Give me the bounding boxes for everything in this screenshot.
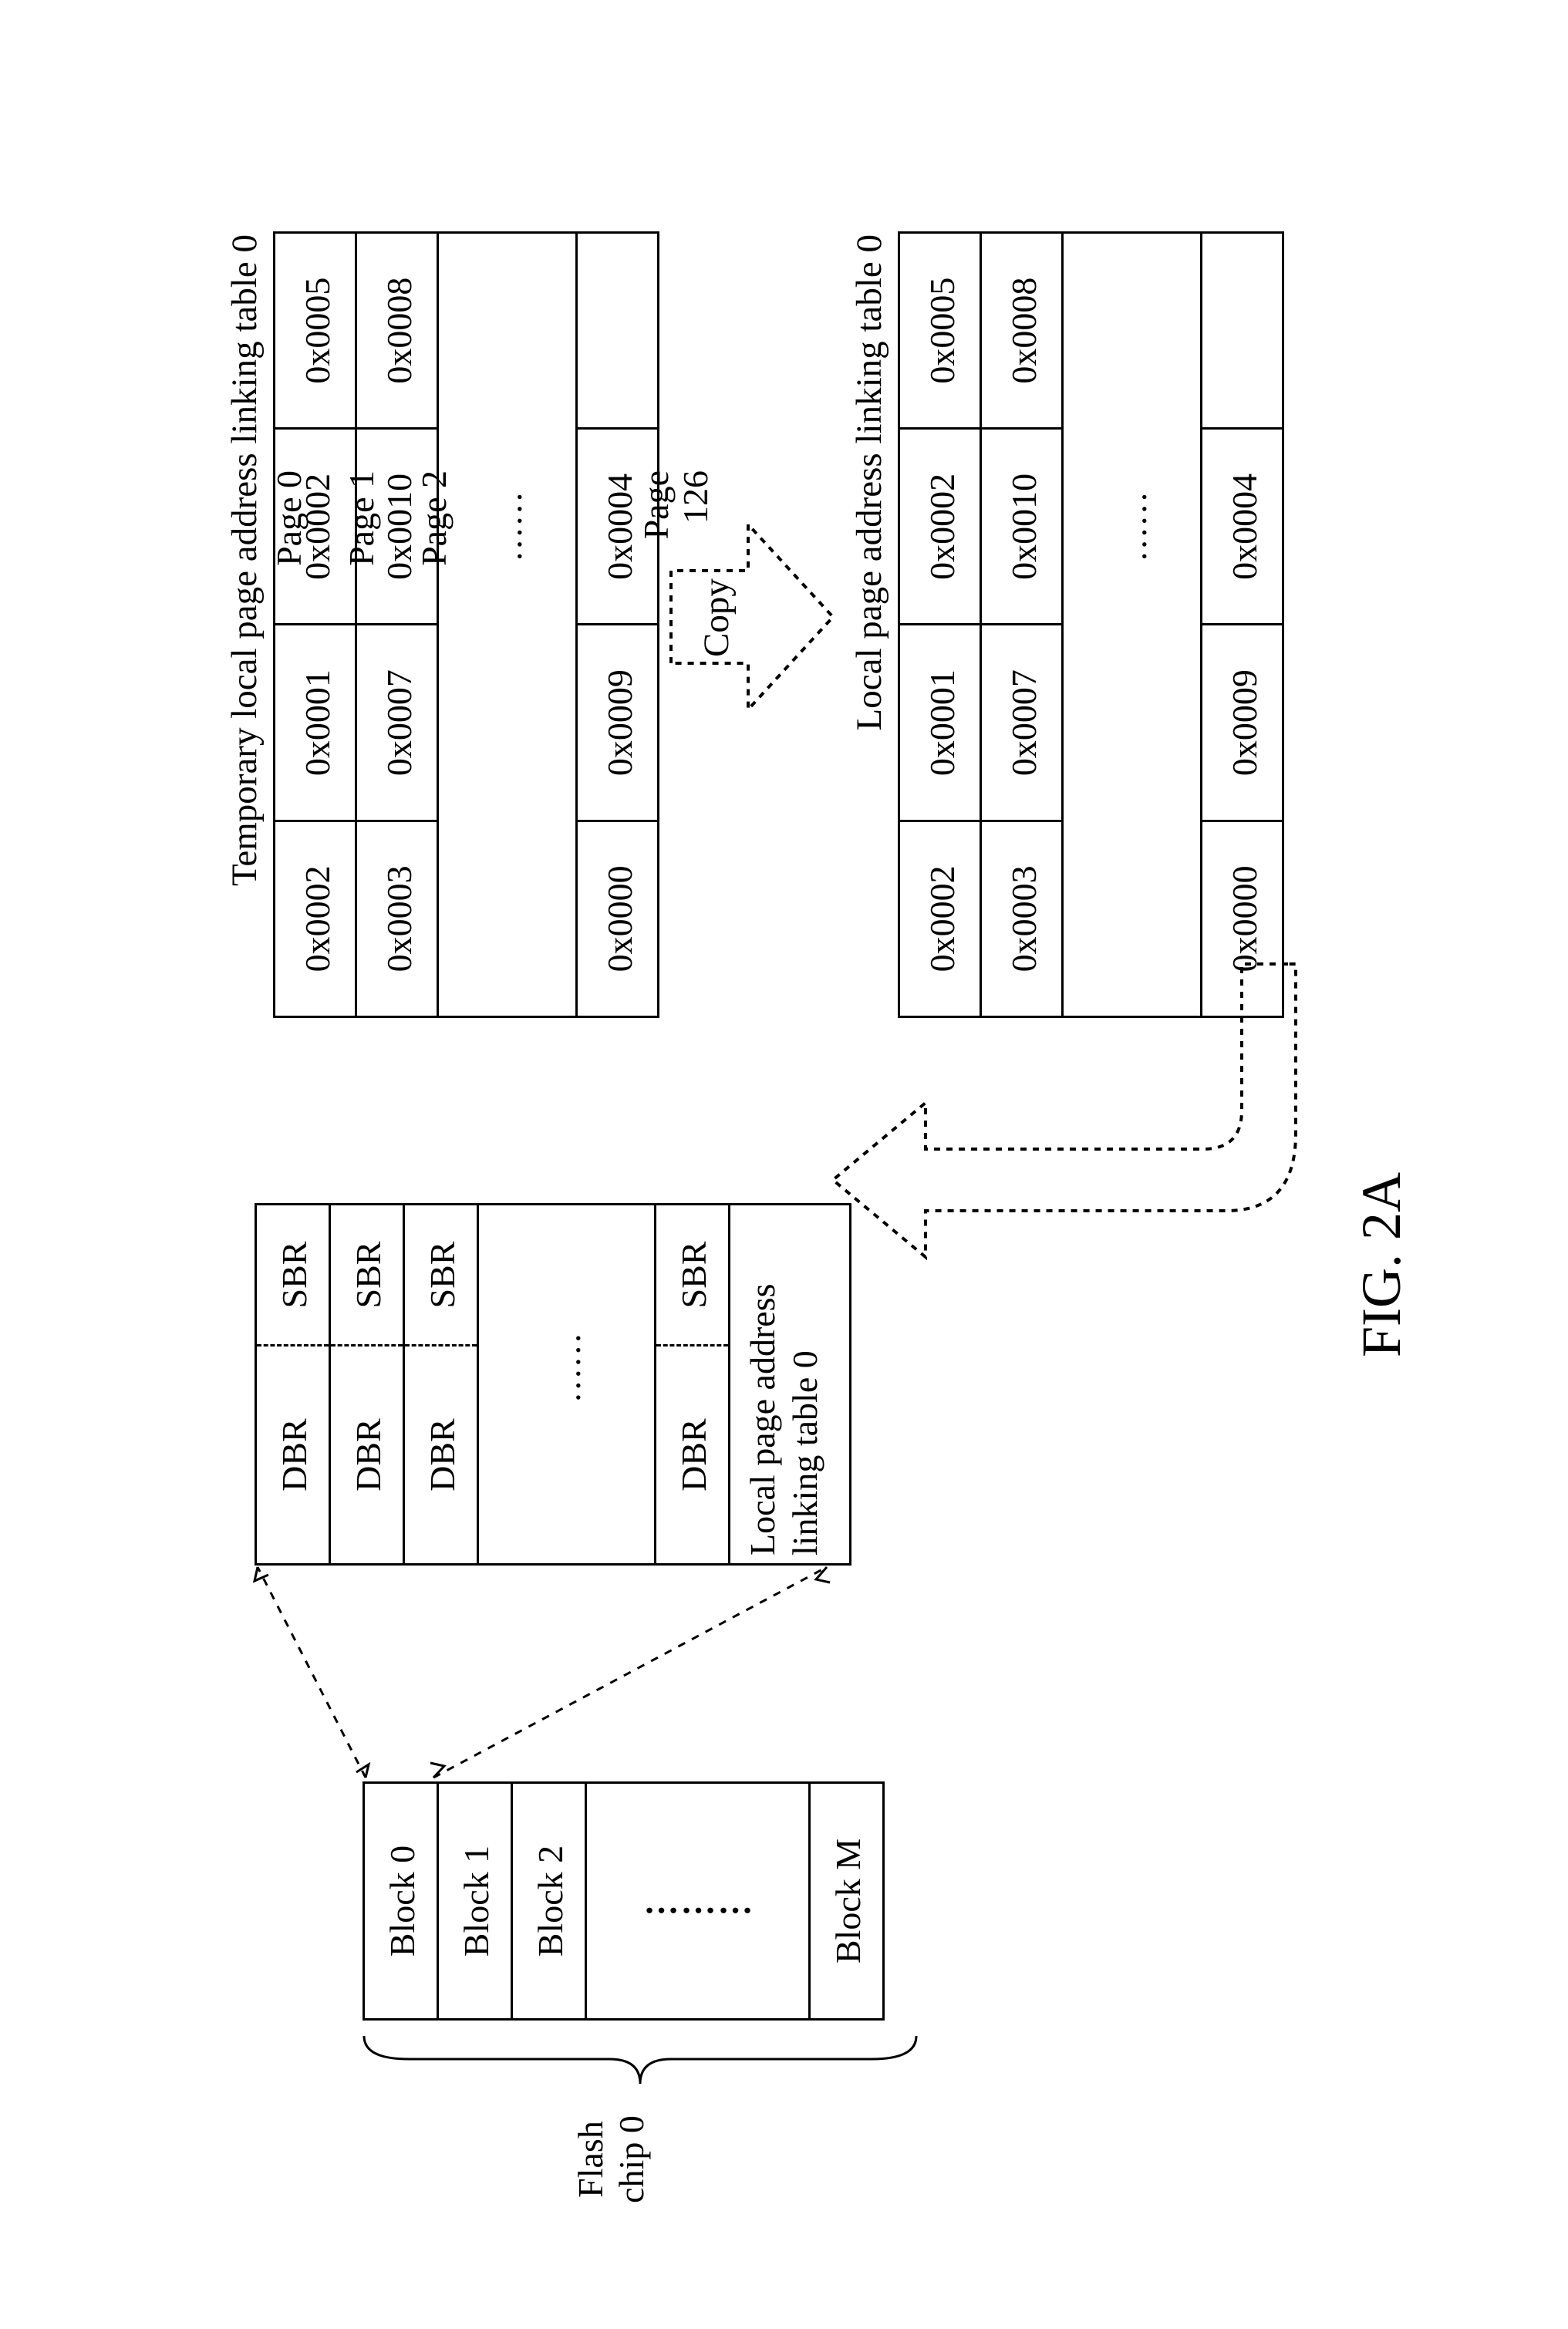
addr-table: 0x0002 0x0001 0x0002 0x0005 0x0003 0x000… [898, 231, 1284, 1018]
ellipsis-cell [438, 233, 577, 429]
figure-caption: FIG. 2A [1350, 1172, 1414, 1357]
flash-chip-block-table: Block 0 Block 1 Block 2 ……… Block M [362, 1781, 885, 2021]
table-row-ellipsis: …… [1063, 233, 1202, 1017]
addr-cell: 0x0008 [356, 233, 438, 429]
block-label: Block 2 [531, 1845, 570, 1957]
block-row: Block 2 [513, 1784, 587, 2018]
addr-cell: 0x0008 [981, 233, 1063, 429]
dbr-cell: DBR [405, 1344, 477, 1563]
flash-chip-label: Flash chip 0 [571, 2098, 652, 2221]
copy-label: Copy [696, 578, 737, 657]
addr-cell: 0x0003 [356, 821, 438, 1016]
flash-chip-brace [362, 2028, 918, 2090]
addr-cell: 0x0004 [1202, 429, 1283, 625]
ellipsis-cell [438, 821, 577, 1016]
sbr-cell: SBR [405, 1205, 477, 1344]
copy-arrow: Copy [663, 509, 841, 725]
page-row: DBR SBR [405, 1205, 479, 1563]
addr-cell: 0x0001 [275, 625, 356, 821]
ellipsis-cell [1063, 625, 1202, 821]
page-table: DBR SBR DBR SBR DBR SBR …… [255, 1203, 851, 1566]
addr-cell: 0x0001 [899, 625, 981, 821]
final-text: Local page address linking table 0 [741, 1283, 826, 1555]
addr-cell: 0x0007 [981, 625, 1063, 821]
block-label: Block 0 [383, 1845, 422, 1957]
addr-cell: 0x0002 [275, 429, 356, 625]
final-line: linking table 0 [785, 1350, 824, 1555]
addr-table: 0x0002 0x0001 0x0002 0x0005 0x0003 0x000… [273, 231, 659, 1018]
addr-cell: 0x0004 [577, 429, 659, 625]
table-row: 0x0002 0x0001 0x0002 0x0005 [899, 233, 981, 1017]
block-row: Block 1 [439, 1784, 513, 2018]
table-row-ellipsis: …… [438, 233, 577, 1017]
addr-cell: 0x0007 [356, 625, 438, 821]
table-row: 0x0002 0x0001 0x0002 0x0005 [275, 233, 356, 1017]
block-row: Block 0 [365, 1784, 439, 2018]
final-line: Local page address [743, 1283, 782, 1555]
ellipsis-cell: …… [438, 429, 577, 625]
figure-canvas: Flash chip 0 Block 0 Block 1 Block 2 ……… [46, 46, 1512, 2283]
table-row: 0x0000 0x0009 0x0004 [577, 233, 659, 1017]
block-label: Block 1 [457, 1845, 496, 1957]
pages-table: DBR SBR DBR SBR DBR SBR …… [255, 1203, 851, 1566]
addr-cell [1202, 233, 1283, 429]
addr-cell: 0x0005 [899, 233, 981, 429]
block-row-ellipsis: ……… [587, 1784, 811, 2018]
block-row: Block M [811, 1784, 882, 2018]
ellipsis: ……… [644, 1881, 755, 1922]
page-row: DBR SBR [331, 1205, 405, 1563]
rotated-diagram: Flash chip 0 Block 0 Block 1 Block 2 ……… [93, 93, 1496, 2221]
table-row: 0x0003 0x0007 0x0010 0x0008 [356, 233, 438, 1017]
dbr-cell: DBR [257, 1344, 329, 1563]
temp-table-title: Temporary local page address linking tab… [224, 231, 265, 1018]
ellipsis-cell: …… [1063, 429, 1202, 625]
ellipsis-cell [1063, 233, 1202, 429]
dbr-cell: DBR [331, 1344, 403, 1563]
addr-cell: 0x0002 [899, 429, 981, 625]
curved-arrow [825, 941, 1312, 1373]
dbr-cell: DBR [656, 1344, 728, 1563]
addr-cell: 0x0010 [356, 429, 438, 625]
sbr-cell: SBR [257, 1205, 329, 1344]
addr-cell: 0x0002 [275, 821, 356, 1016]
page-row: DBR SBR [656, 1205, 730, 1563]
page-row: DBR SBR [257, 1205, 331, 1563]
addr-cell [577, 233, 659, 429]
block-table: Block 0 Block 1 Block 2 ……… Block M [362, 1781, 885, 2021]
flash-chip-label-line2: chip 0 [612, 2115, 651, 2203]
addr-cell: 0x0005 [275, 233, 356, 429]
flash-chip-label-line1: Flash [571, 2121, 610, 2198]
ellipsis: …… [548, 1333, 588, 1404]
addr-cell: 0x0009 [1202, 625, 1283, 821]
page-row-ellipsis: …… [479, 1205, 656, 1563]
ellipsis-cell: …… [479, 1205, 654, 1345]
addr-cell: 0x0000 [577, 821, 659, 1016]
ellipsis-cell [438, 625, 577, 821]
temp-linking-table: Temporary local page address linking tab… [224, 231, 659, 1018]
table-row: 0x0000 0x0009 0x0004 [1202, 233, 1283, 1017]
table-row: 0x0003 0x0007 0x0010 0x0008 [981, 233, 1063, 1017]
sbr-cell: SBR [331, 1205, 403, 1344]
addr-cell: 0x0010 [981, 429, 1063, 625]
block-label: Block M [828, 1839, 868, 1963]
local-linking-table: Local page address linking table 0 0x000… [848, 231, 1284, 1018]
addr-cell: 0x0009 [577, 625, 659, 821]
diagram-root: Flash chip 0 Block 0 Block 1 Block 2 ……… [93, 93, 1496, 2221]
sbr-cell: SBR [656, 1205, 728, 1344]
local-table-title: Local page address linking table 0 [848, 231, 890, 1018]
